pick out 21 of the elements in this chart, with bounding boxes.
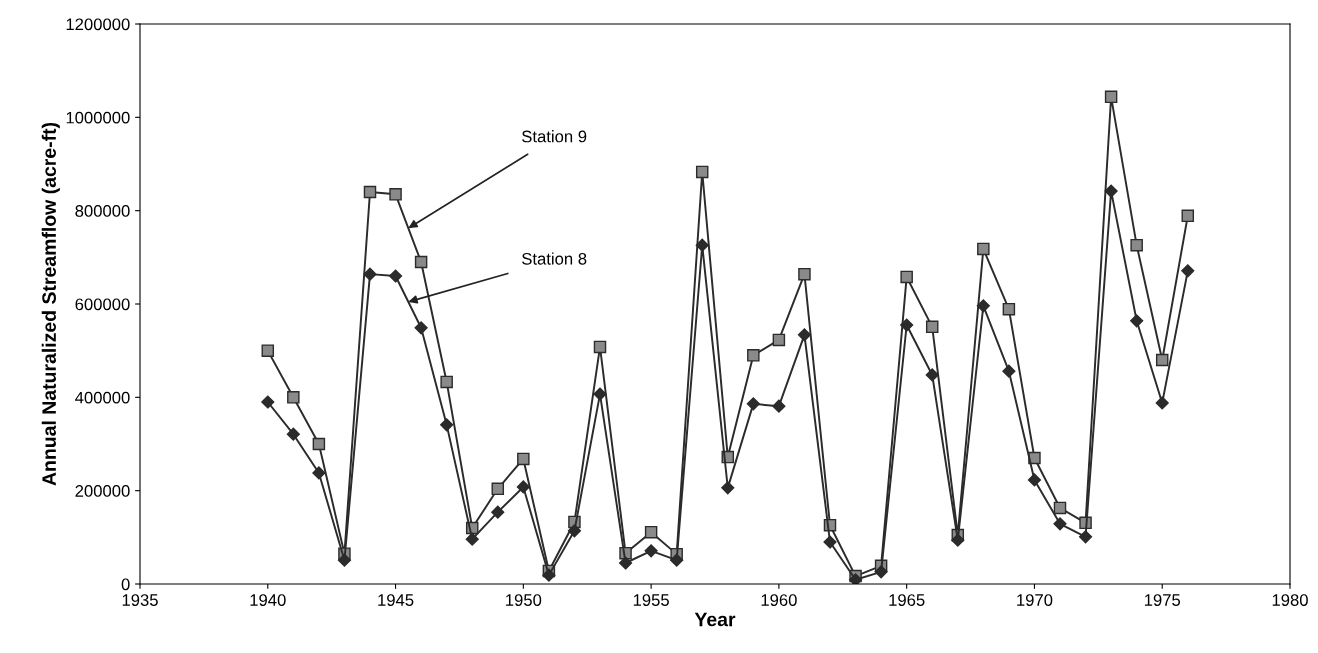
y-tick-label: 600000 — [75, 298, 130, 311]
x-tick-label: 1965 — [889, 594, 925, 606]
y-tick-label: 800000 — [75, 205, 130, 217]
y-axis-title: Annual Naturalized Streamflow (acre-ft) — [41, 122, 60, 486]
annotation: Station 9 — [522, 130, 587, 143]
x-tick-label: 1975 — [1144, 594, 1181, 606]
x-axis-title: Year — [694, 612, 736, 627]
x-tick-label: 1945 — [378, 594, 414, 606]
x-tick-label: 1940 — [250, 594, 286, 606]
x-tick-label: 1970 — [1017, 594, 1053, 606]
x-tick-label: 1935 — [122, 594, 158, 606]
x-tick-label: 1955 — [633, 594, 669, 606]
y-tick-label: 1200000 — [66, 18, 130, 31]
y-tick-label: 400000 — [75, 391, 130, 404]
y-tick-label: 200000 — [75, 485, 130, 497]
x-tick-label: 1960 — [761, 594, 797, 606]
y-tick-label: 0 — [121, 578, 130, 591]
x-tick-label: 1980 — [1272, 594, 1308, 606]
y-tick-label: 1000000 — [66, 111, 130, 124]
x-tick-label: 1950 — [506, 594, 542, 606]
annotation: Station 8 — [522, 252, 587, 265]
